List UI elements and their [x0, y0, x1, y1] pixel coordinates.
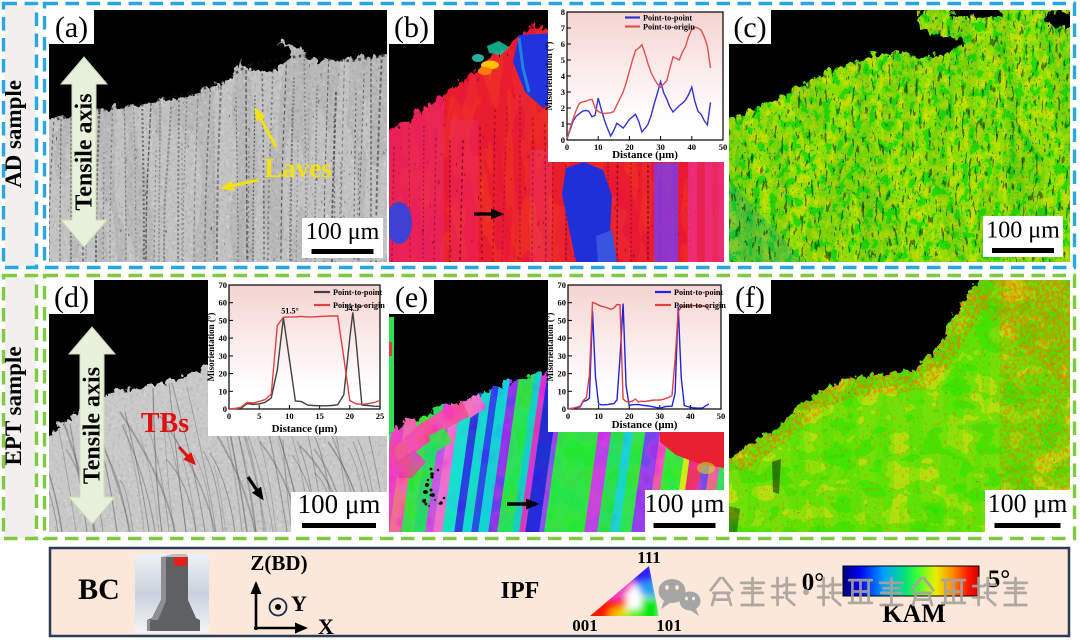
svg-text:40: 40: [686, 411, 695, 421]
svg-text:Misorientation (°): Misorientation (°): [206, 313, 216, 382]
svg-text:30: 30: [219, 351, 228, 361]
svg-text:(d): (d): [54, 281, 89, 314]
svg-text:100 μm: 100 μm: [988, 489, 1068, 518]
svg-text:0: 0: [223, 404, 227, 414]
svg-text:30: 30: [656, 411, 665, 421]
svg-text:Point-to-origin: Point-to-origin: [643, 23, 695, 32]
svg-text:40: 40: [558, 333, 567, 343]
svg-text:2: 2: [561, 103, 565, 113]
svg-text:10: 10: [285, 411, 294, 421]
svg-text:7: 7: [561, 23, 566, 33]
svg-text:AD sample: AD sample: [1, 80, 26, 188]
svg-text:TBs: TBs: [141, 408, 189, 439]
svg-text:(b): (b): [394, 11, 429, 44]
svg-text:Point-to-point: Point-to-point: [333, 288, 382, 297]
svg-text:Misorientation (°): Misorientation (°): [544, 42, 554, 111]
svg-text:3: 3: [561, 87, 565, 97]
svg-text:50: 50: [719, 142, 728, 152]
svg-text:100 μm: 100 μm: [298, 489, 381, 519]
svg-text:(c): (c): [733, 11, 766, 44]
svg-text:10: 10: [594, 142, 603, 152]
svg-text:25: 25: [376, 411, 385, 421]
svg-text:Tensile axis: Tensile axis: [72, 93, 98, 210]
svg-text:Laves: Laves: [264, 153, 332, 183]
svg-text:15: 15: [315, 411, 324, 421]
svg-text:60: 60: [219, 298, 228, 308]
svg-text:(f): (f): [735, 281, 765, 314]
svg-text:Distance (μm): Distance (μm): [612, 419, 678, 431]
svg-text:111: 111: [637, 548, 661, 567]
svg-text:70: 70: [219, 280, 228, 290]
svg-text:Y: Y: [291, 591, 307, 616]
svg-text:20: 20: [346, 411, 355, 421]
svg-text:Tensile axis: Tensile axis: [80, 367, 106, 484]
svg-text:1: 1: [561, 119, 565, 129]
svg-text:50: 50: [558, 315, 567, 325]
svg-text:Point-to-point: Point-to-point: [643, 14, 692, 23]
svg-text:100 μm: 100 μm: [306, 219, 380, 245]
svg-text:0°: 0°: [802, 569, 825, 596]
svg-text:50: 50: [717, 411, 726, 421]
svg-text:Point-to-origin: Point-to-origin: [674, 301, 726, 310]
svg-text:X: X: [318, 614, 334, 639]
svg-text:IPF: IPF: [501, 578, 540, 604]
svg-text:20: 20: [625, 142, 634, 152]
svg-text:0: 0: [562, 404, 566, 414]
svg-text:Misorientation (°): Misorientation (°): [545, 313, 555, 382]
svg-text:Distance (μm): Distance (μm): [272, 423, 338, 435]
svg-text:100 μm: 100 μm: [986, 217, 1060, 243]
svg-text:20: 20: [219, 369, 228, 379]
svg-text:20: 20: [625, 411, 634, 421]
svg-text:40: 40: [688, 142, 697, 152]
svg-text:0: 0: [566, 411, 570, 421]
svg-text:60: 60: [558, 298, 567, 308]
svg-text:(e): (e): [395, 281, 428, 314]
svg-text:Distance (μm): Distance (μm): [612, 149, 678, 161]
svg-text:70: 70: [558, 280, 567, 290]
svg-text:40: 40: [219, 333, 228, 343]
svg-text:EPT sample: EPT sample: [1, 346, 26, 465]
svg-text:50: 50: [219, 315, 228, 325]
svg-text:51.5°: 51.5°: [281, 307, 299, 316]
svg-text:30: 30: [656, 142, 665, 152]
svg-text:Z(BD): Z(BD): [250, 551, 307, 575]
svg-text:30: 30: [558, 351, 567, 361]
svg-text:(a): (a): [55, 11, 88, 44]
svg-text:Point-to-point: Point-to-point: [674, 288, 723, 297]
svg-text:5°: 5°: [988, 566, 1011, 593]
svg-text:5: 5: [561, 55, 565, 65]
svg-text:54.5°: 54.5°: [345, 304, 363, 313]
svg-text:101: 101: [656, 616, 682, 635]
svg-text:BC: BC: [78, 573, 120, 606]
svg-text:10: 10: [558, 386, 567, 396]
svg-text:0: 0: [227, 411, 231, 421]
svg-text:0: 0: [565, 142, 569, 152]
svg-text:8: 8: [561, 7, 565, 17]
svg-text:10: 10: [219, 386, 228, 396]
svg-text:0: 0: [561, 135, 565, 145]
svg-text:Point-to-origin: Point-to-origin: [333, 301, 385, 310]
svg-text:10: 10: [594, 411, 603, 421]
svg-text:5: 5: [257, 411, 261, 421]
svg-text:6: 6: [561, 39, 565, 49]
svg-text:100 μm: 100 μm: [645, 489, 725, 518]
svg-text:20: 20: [558, 369, 567, 379]
svg-text:4: 4: [561, 71, 566, 81]
svg-text:001: 001: [572, 616, 598, 635]
